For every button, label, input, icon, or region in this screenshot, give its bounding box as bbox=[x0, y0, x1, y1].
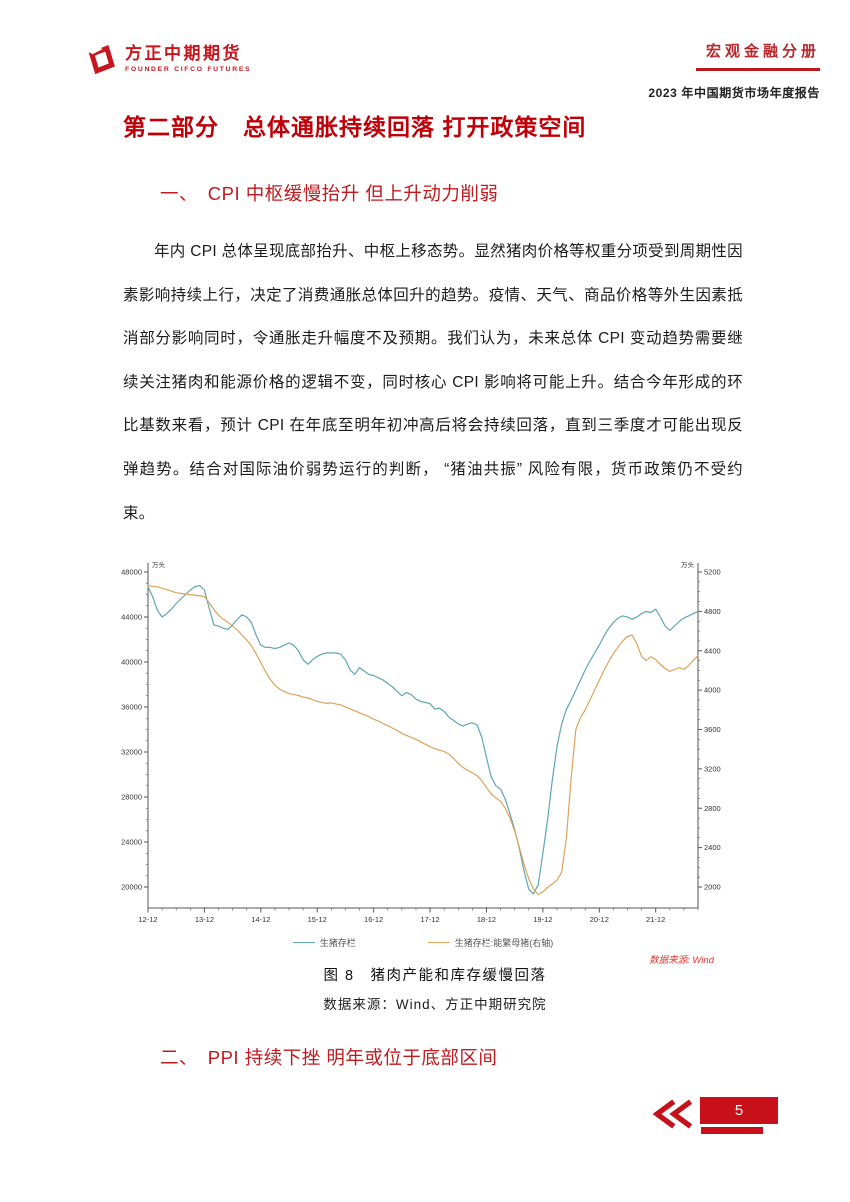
figure-caption: 图 8 猪肉产能和库存缓慢回落 bbox=[323, 968, 547, 984]
svg-text:万头: 万头 bbox=[152, 560, 166, 569]
figure-caption-block: 图 8 猪肉产能和库存缓慢回落 数据来源：Wind、方正中期研究院 bbox=[115, 964, 755, 1013]
svg-text:2400: 2400 bbox=[704, 843, 721, 852]
svg-text:2800: 2800 bbox=[704, 804, 721, 813]
svg-text:40000: 40000 bbox=[121, 658, 142, 667]
line-chart-svg: 48000 44000 40000 36000 32000 28000 24000 20000… bbox=[121, 560, 721, 924]
legend-item: 生猪存栏:能繁母猪(右轴) bbox=[427, 936, 554, 949]
logo-text: 方正中期期货 FOUNDER CIFCO FUTURES bbox=[125, 44, 251, 73]
svg-text:14-12: 14-12 bbox=[251, 915, 270, 924]
chart-source-note: 数据来源: Wind bbox=[649, 955, 714, 966]
report-title: 2023 年中国期货市场年度报告 bbox=[648, 85, 820, 100]
page-number: 5 bbox=[734, 1102, 744, 1119]
chart-legend: 生猪存栏 生猪存栏:能繁母猪(右轴) bbox=[108, 936, 738, 949]
svg-text:36000: 36000 bbox=[121, 703, 142, 712]
svg-text:44000: 44000 bbox=[121, 613, 142, 622]
company-logo: 方正中期期货 FOUNDER CIFCO FUTURES bbox=[86, 44, 251, 76]
section-2-heading: 二、 PPI 持续下挫 明年或位于底部区间 bbox=[160, 1047, 498, 1068]
figure-8: 48000 44000 40000 36000 32000 28000 24000 20000… bbox=[108, 558, 738, 966]
svg-text:32000: 32000 bbox=[121, 748, 142, 757]
svg-text:24000: 24000 bbox=[121, 838, 142, 847]
page-number-bar bbox=[701, 1127, 763, 1134]
logo-name-cn: 方正中期期货 bbox=[125, 44, 242, 63]
legend-line-sample bbox=[427, 942, 450, 943]
section-1-heading: 一、 CPI 中枢缓慢抬升 但上升动力削弱 bbox=[160, 183, 499, 204]
svg-text:16-12: 16-12 bbox=[364, 915, 383, 924]
svg-text:4800: 4800 bbox=[704, 607, 721, 616]
founder-logo-icon bbox=[88, 45, 115, 75]
svg-text:13-12: 13-12 bbox=[195, 915, 214, 924]
chevron-left-icon bbox=[652, 1099, 693, 1129]
svg-text:20-12: 20-12 bbox=[590, 915, 609, 924]
part-title: 第二部分 总体通胀持续回落 打开政策空间 bbox=[123, 114, 587, 140]
svg-text:4000: 4000 bbox=[704, 686, 721, 695]
svg-text:15-12: 15-12 bbox=[308, 915, 327, 924]
svg-text:12-12: 12-12 bbox=[138, 915, 157, 924]
section-1-body: 年内 CPI 总体呈现底部抬升、中枢上移态势。显然猪肉价格等权重分项受到周期性因… bbox=[123, 243, 743, 522]
figure-source: 数据来源：Wind、方正中期研究院 bbox=[323, 997, 547, 1012]
legend-label: 生猪存栏:能繁母猪(右轴) bbox=[454, 938, 554, 948]
legend-label: 生猪存栏 bbox=[319, 938, 356, 948]
svg-text:20000: 20000 bbox=[121, 883, 142, 892]
svg-text:48000: 48000 bbox=[121, 568, 142, 577]
svg-text:19-12: 19-12 bbox=[533, 915, 552, 924]
svg-text:17-12: 17-12 bbox=[420, 915, 439, 924]
svg-text:5200: 5200 bbox=[704, 568, 721, 577]
svg-text:3600: 3600 bbox=[704, 725, 721, 734]
line-chart: 48000 44000 40000 36000 32000 28000 24000 20000… bbox=[108, 558, 738, 933]
svg-text:4400: 4400 bbox=[704, 646, 721, 655]
page-number-badge: 5 bbox=[700, 1097, 778, 1124]
svg-text:3200: 3200 bbox=[704, 764, 721, 773]
legend-item: 生猪存栏 bbox=[292, 936, 356, 949]
logo-name-en: FOUNDER CIFCO FUTURES bbox=[125, 66, 252, 73]
svg-text:28000: 28000 bbox=[121, 793, 142, 802]
svg-text:2000: 2000 bbox=[704, 883, 721, 892]
header-right: 宏观金融分册 2023 年中国期货市场年度报告 bbox=[500, 40, 820, 101]
booklet-underline bbox=[696, 68, 820, 71]
legend-line-sample bbox=[292, 942, 315, 943]
svg-text:万头: 万头 bbox=[681, 560, 695, 569]
svg-text:21-12: 21-12 bbox=[646, 915, 665, 924]
svg-text:18-12: 18-12 bbox=[477, 915, 496, 924]
booklet-title: 宏观金融分册 bbox=[705, 43, 820, 60]
